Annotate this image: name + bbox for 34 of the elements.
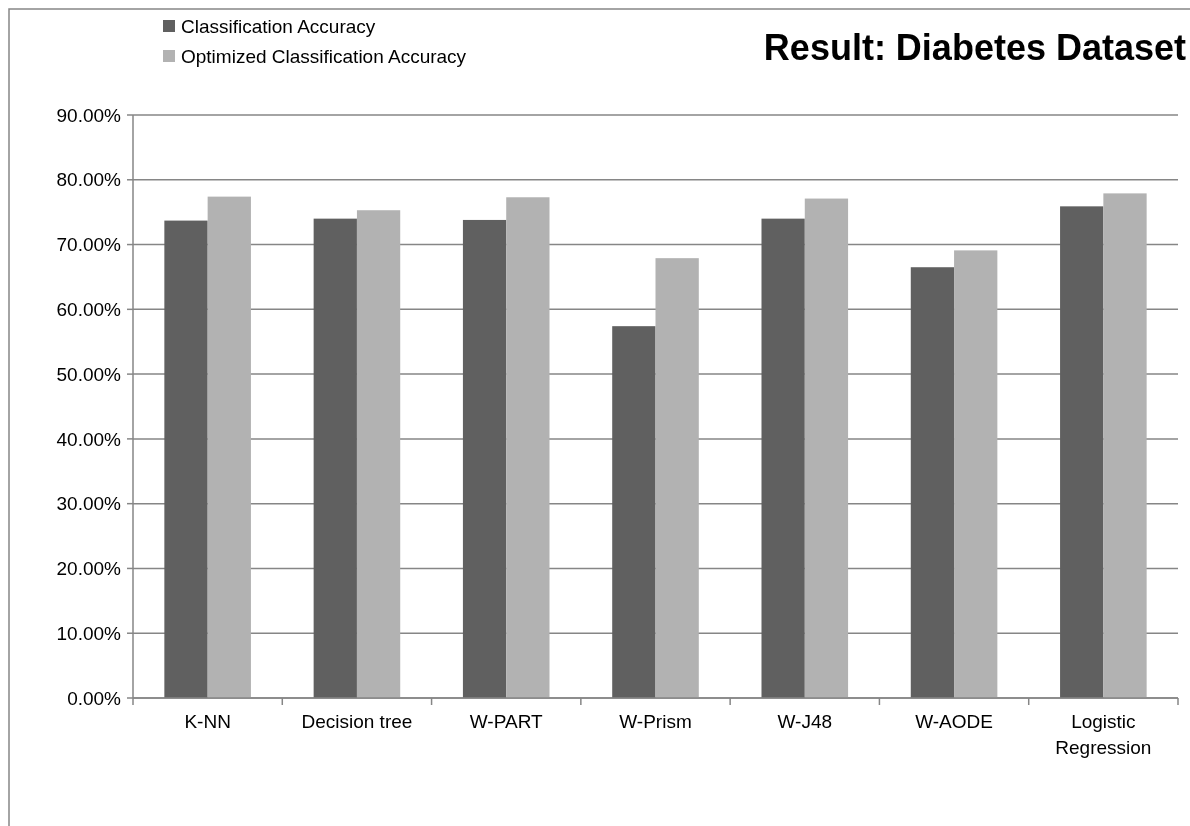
y-tick-label: 70.00% xyxy=(56,234,122,256)
y-tick-label: 10.00% xyxy=(56,622,122,644)
bar xyxy=(313,218,357,698)
bar xyxy=(164,220,208,698)
bar xyxy=(954,250,998,698)
y-tick-label: 60.00% xyxy=(56,298,122,320)
bar xyxy=(1060,206,1104,698)
bar xyxy=(462,219,507,698)
y-tick-label: 90.00% xyxy=(56,104,122,126)
bar xyxy=(207,196,251,698)
x-tick-label: Decision tree xyxy=(301,711,413,732)
legend-label: Classification Accuracy xyxy=(181,15,376,37)
bar xyxy=(612,326,656,698)
y-tick-label: 20.00% xyxy=(56,558,122,580)
x-tick-label: W-PART xyxy=(469,711,544,732)
chart-title: Result: Diabetes Dataset xyxy=(763,27,1187,68)
y-tick-label: 50.00% xyxy=(56,363,122,385)
x-tick-label: W-AODE xyxy=(915,711,993,732)
x-tick-label: Logistic Regression xyxy=(1055,711,1152,758)
y-tick-label: 30.00% xyxy=(56,493,122,515)
bar xyxy=(655,258,699,698)
bar xyxy=(1103,193,1147,698)
bar xyxy=(761,218,805,698)
legend-label: Optimized Classification Accuracy xyxy=(181,45,467,67)
x-tick-label: W-Prism xyxy=(619,711,692,732)
bar xyxy=(356,210,401,698)
x-tick-label: K-NN xyxy=(184,711,231,732)
bar xyxy=(804,198,849,698)
x-tick-label: W-J48 xyxy=(777,711,833,732)
y-tick-label: 0.00% xyxy=(67,687,122,709)
y-tick-label: 80.00% xyxy=(56,169,122,191)
bar xyxy=(506,197,550,698)
y-tick-label: 40.00% xyxy=(56,428,122,450)
bar xyxy=(910,267,955,698)
